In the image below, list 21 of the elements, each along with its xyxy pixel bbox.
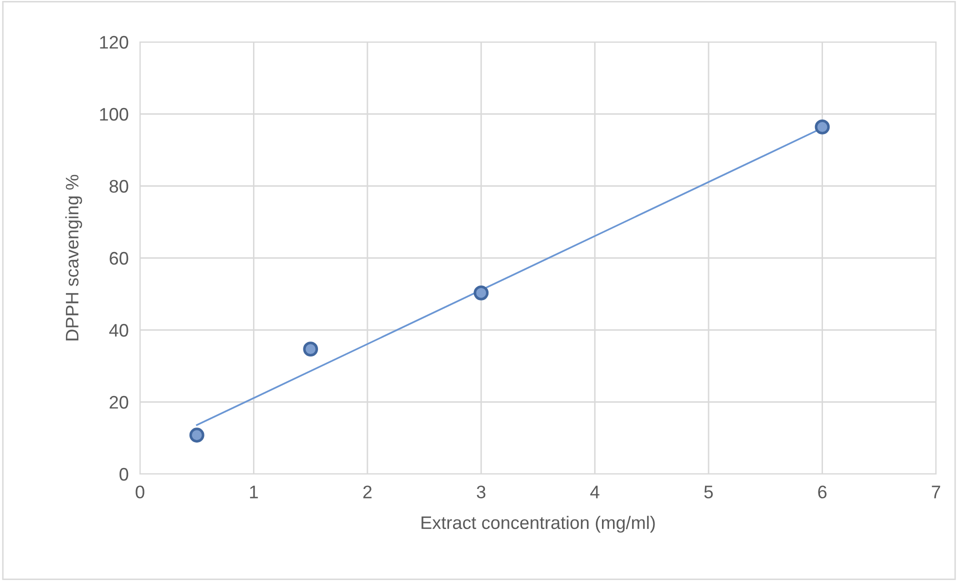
y-tick-label: 20: [110, 396, 128, 409]
x-tick-label: 5: [704, 486, 713, 498]
x-tick-label: 4: [590, 486, 600, 498]
point: [474, 285, 489, 300]
y-axis-title: DPPH scavenging %: [65, 174, 82, 340]
y-tick-label: 0: [120, 468, 128, 481]
y-tick-label: 100: [100, 108, 128, 121]
point: [303, 342, 318, 357]
y-tick-label: 40: [109, 324, 128, 337]
x-axis-title: Extract concentration (mg/ml): [422, 516, 655, 533]
x-tick-label: 1: [250, 486, 258, 498]
x-tick-label: 7: [932, 486, 940, 498]
x-tick-label: 2: [363, 486, 372, 498]
x-tick-label: 3: [476, 486, 486, 498]
x-tick-label: 6: [818, 486, 827, 498]
y-tick-label: 60: [110, 252, 128, 265]
y-tick-label: 80: [110, 180, 128, 193]
point: [189, 428, 204, 443]
x-tick-label: 0: [136, 486, 144, 498]
point: [814, 120, 830, 134]
y-tick-label: 120: [100, 36, 128, 49]
